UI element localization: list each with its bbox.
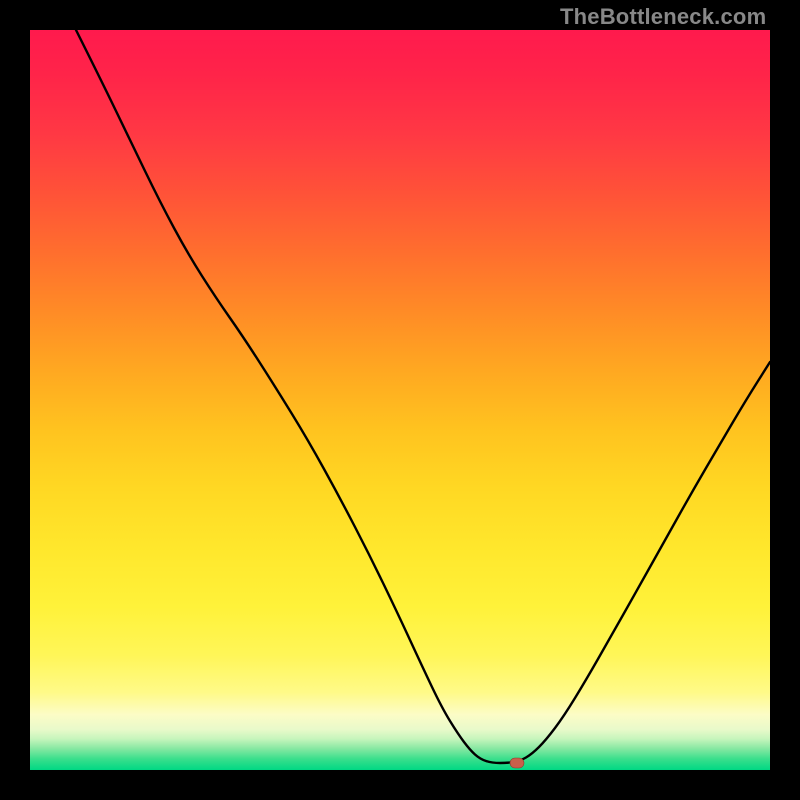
watermark-text: TheBottleneck.com xyxy=(560,4,766,30)
chart-background-gradient xyxy=(30,30,770,770)
optimal-point-marker xyxy=(510,758,524,768)
